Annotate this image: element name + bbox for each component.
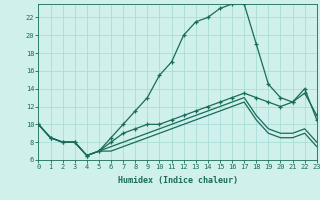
X-axis label: Humidex (Indice chaleur): Humidex (Indice chaleur): [118, 176, 238, 185]
